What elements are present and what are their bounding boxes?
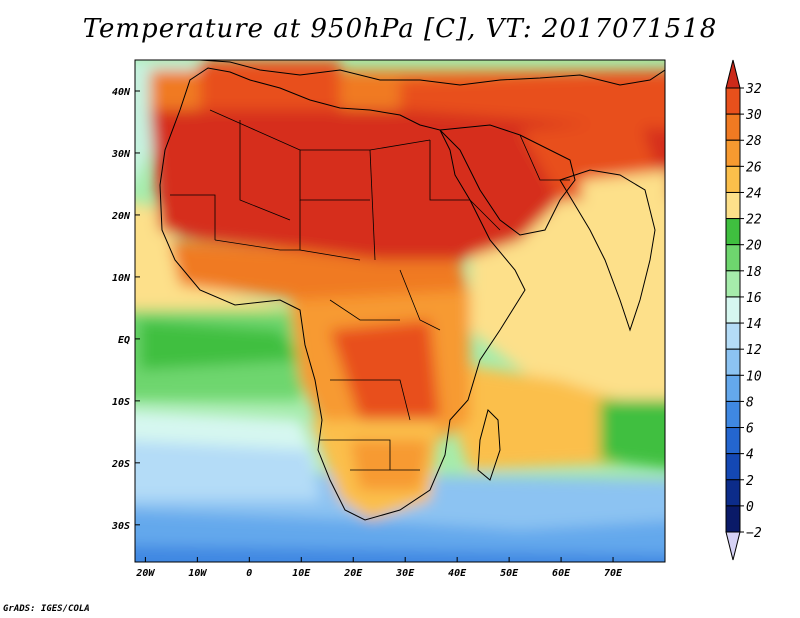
colorbar-box: [725, 479, 741, 507]
colorbar-label: 4: [746, 448, 754, 463]
map-title: Temperature at 950hPa [C], VT: 201707151…: [82, 14, 718, 44]
colorbar-box: [725, 348, 741, 376]
colorbar-box: [725, 113, 741, 141]
colorbar-box: [725, 296, 741, 324]
lon-tick-label: 40E: [448, 568, 467, 579]
lon-tick-label: 20E: [343, 568, 363, 579]
colorbar-under-arrow: [725, 531, 741, 561]
plot-frame: [134, 59, 666, 563]
colorbar-label: 16: [746, 291, 762, 306]
country-borders: [170, 109, 570, 471]
colorbar-label: 24: [746, 186, 762, 201]
colorbar-box: [725, 427, 741, 455]
longitude-axis: 20W 10W 0 10E 20E 30E 40E 50E 60E 70E: [135, 557, 623, 579]
lat-tick-label: 10N: [112, 273, 131, 284]
colorbar-label: 20: [746, 239, 762, 254]
colorbar-label: 14: [746, 317, 762, 332]
lat-tick-label: EQ: [118, 335, 130, 346]
colorbar-label: 12: [746, 343, 762, 358]
colorbar-label: 8: [746, 395, 754, 410]
latitude-axis: 40N 30N 20N 10N EQ 10S 20S 30S: [111, 87, 140, 532]
colorbar-over-arrow: [725, 59, 741, 89]
colorbar-box: [725, 453, 741, 481]
colorbar-label: 32: [745, 82, 762, 97]
lat-tick-label: 30N: [111, 149, 131, 160]
lon-tick-label: 50E: [500, 568, 519, 579]
lat-tick-label: 20S: [111, 459, 130, 470]
lon-tick-label: 0: [246, 568, 252, 579]
colorbar-label: 22: [746, 213, 762, 228]
colorbar-box: [725, 139, 741, 167]
lon-tick-label: 30E: [395, 568, 415, 579]
colorbar-box: [725, 165, 741, 193]
colorbar-label: 26: [746, 160, 762, 175]
colorbar-label: 6: [746, 422, 754, 437]
colorbar-box: [725, 191, 741, 220]
temperature-field: [135, 60, 665, 562]
colorbar-label: −2: [746, 526, 762, 541]
colorbar-box: [725, 400, 741, 429]
colorbar-box: [725, 218, 741, 246]
colorbar-label: 30: [745, 108, 762, 123]
colorbar-box: [725, 270, 741, 298]
colorbar-label: 10: [746, 369, 762, 384]
colorbar-box: [725, 505, 741, 533]
colorbar-label: 2: [746, 474, 754, 489]
lon-tick-label: 70E: [604, 568, 623, 579]
lon-tick-label: 10E: [292, 568, 311, 579]
lon-tick-label: 10W: [188, 568, 207, 579]
grads-credit: GrADS: IGES/COLA: [3, 604, 90, 614]
lat-tick-label: 20N: [111, 211, 131, 222]
colorbar-label: 28: [746, 134, 762, 149]
lon-tick-label: 60E: [552, 568, 571, 579]
colorbar-label: 18: [746, 265, 762, 280]
colorbar-label: 0: [746, 500, 754, 515]
colorbar-box: [725, 374, 741, 402]
lat-tick-label: 10S: [112, 397, 130, 408]
lon-tick-label: 20W: [135, 568, 155, 579]
colorbar-box: [725, 244, 741, 272]
lat-tick-label: 30S: [111, 521, 130, 532]
colorbar-box: [725, 87, 741, 115]
lat-tick-label: 40N: [112, 87, 131, 98]
colorbar-box: [725, 322, 741, 350]
